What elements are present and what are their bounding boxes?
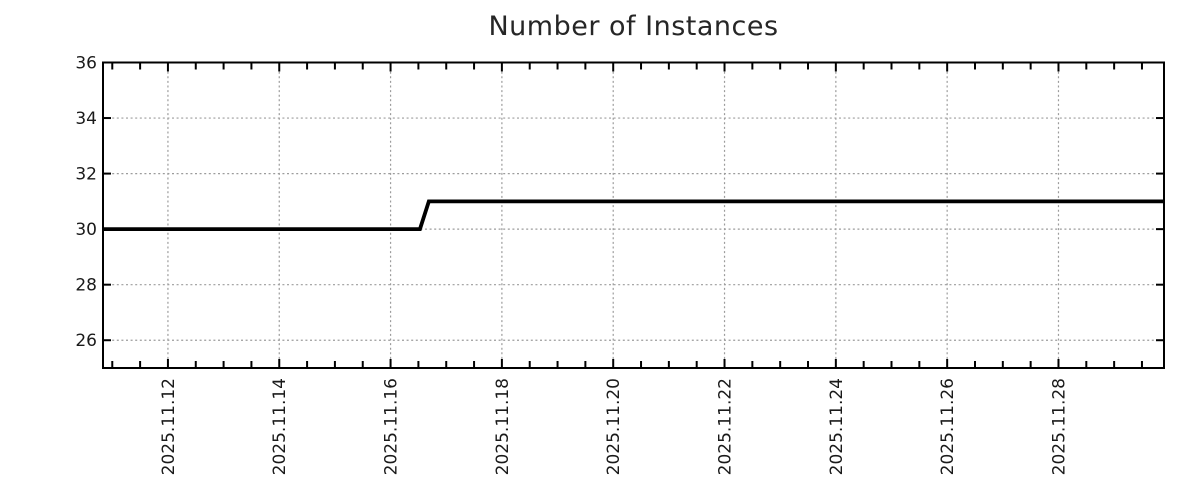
plot-border xyxy=(102,61,1165,369)
x-tick-label: 2025.11.26 xyxy=(938,378,958,475)
x-tick-label: 2025.11.12 xyxy=(159,378,179,475)
x-tick-label: 2025.11.24 xyxy=(827,378,847,475)
x-tick-label: 2025.11.28 xyxy=(1049,378,1069,475)
x-tick-label: 2025.11.18 xyxy=(493,378,513,475)
chart-title: Number of Instances xyxy=(488,11,779,42)
y-tick-label: 32 xyxy=(75,165,97,185)
y-tick-label: 30 xyxy=(75,220,97,240)
y-tick-label: 36 xyxy=(75,53,97,73)
x-tick-label: 2025.11.22 xyxy=(715,378,735,475)
series-line-instances xyxy=(103,199,1164,232)
x-tick-label: 2025.11.16 xyxy=(382,378,402,475)
y-tick-label: 28 xyxy=(75,276,97,296)
y-tick-label: 34 xyxy=(75,109,97,129)
x-tick-label: 2025.11.14 xyxy=(270,378,290,475)
x-tick-label: 2025.11.20 xyxy=(604,378,624,475)
y-tick-label: 26 xyxy=(75,331,97,351)
